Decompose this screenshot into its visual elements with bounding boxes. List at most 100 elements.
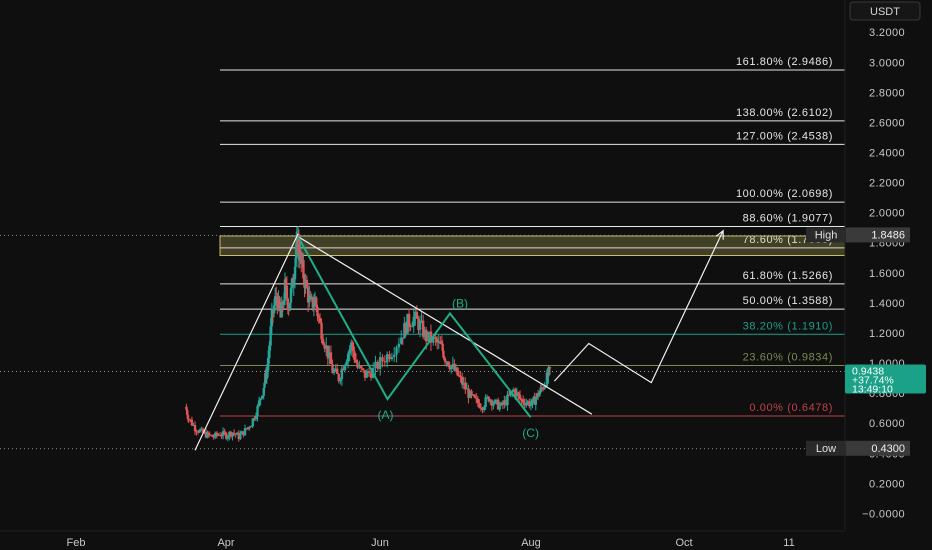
currency-button[interactable]: USDT [849,1,921,21]
candle-body [501,402,505,405]
candle-body [367,371,371,373]
candle-body [518,394,522,400]
price-tick-label: 0.6000 [869,418,905,430]
candle-body [284,279,288,286]
candle-body [400,337,403,344]
candle-body [514,389,517,397]
candle-body [383,361,387,363]
candle-body [193,424,197,432]
candle-body [240,431,244,435]
candle-body [273,296,277,306]
candle-body [356,362,359,368]
candle-body [308,295,311,303]
candle-body [525,403,528,406]
candle-body [512,389,515,392]
candle-body [453,363,456,371]
candle-body [528,401,531,407]
candle-body [292,282,295,287]
time-tick-label: Oct [675,537,692,549]
drawing-lines[interactable] [194,229,724,451]
candle-body [406,313,409,334]
descending-trendline[interactable] [297,236,593,415]
wave-line[interactable] [297,236,532,418]
candle-body [326,345,330,359]
candle-body [462,382,465,385]
candle-body [521,399,525,403]
fib-level-label: 161.80% (2.9486) [736,56,833,68]
high-label-box [806,227,846,243]
high-value: 1.8486 [871,229,905,241]
candle-body [318,317,322,323]
candle-body [388,354,391,360]
candle-body [266,357,270,371]
candle-body [225,433,228,439]
currency-button-frame[interactable] [849,1,921,21]
candle-body [350,342,353,350]
candle-body [204,431,208,438]
candle-body [509,391,512,396]
time-axis[interactable]: Feb Apr Jun Aug Oct 11 [0,530,845,549]
candle-body [378,357,382,369]
candle-body [207,432,211,435]
price-tick-label: 2.4000 [869,147,905,159]
candle-body [404,323,408,334]
candle-body [360,365,363,369]
candle-body [538,392,541,397]
impulse-line[interactable] [194,233,299,451]
candle-body [523,402,526,406]
candle-body [195,431,198,433]
projection-path[interactable] [553,230,724,384]
candle-body [353,351,356,360]
candle-body [545,372,549,387]
candle-body [535,393,539,399]
candle-body [294,257,297,267]
candle-body [265,370,269,380]
candle-body [245,428,248,430]
candle-body [479,407,483,409]
candle-body [343,364,347,371]
high-value-box [846,227,910,243]
candle-body [331,363,334,373]
candle-body [468,391,472,398]
candle-body [374,361,377,368]
candle-body [223,431,226,434]
candle-body [520,399,523,401]
candle-body [185,406,188,410]
wave-label-c: (C) [522,426,539,440]
candle-body [539,387,542,393]
candle-body [328,352,331,359]
candle-body [401,337,405,339]
candle-body [263,382,266,388]
candle-body [209,434,212,436]
candle-body [351,342,355,352]
candle-body [448,365,451,370]
candle-body [342,368,345,371]
candle-body [190,419,194,426]
fib-level-label: 88.60% (1.9077) [743,213,833,225]
candle-body [189,419,192,421]
fib-level-label: 50.00% (1.3588) [743,295,833,307]
candle-body [459,376,462,378]
candle-body [500,402,503,406]
candle-body [443,358,447,362]
candle-body [210,434,214,437]
candle-body [369,372,373,378]
currency-button-label[interactable]: USDT [870,6,900,18]
candle-body [316,306,319,317]
abc-wave[interactable]: (A) (B) (C) [297,236,539,440]
fib-level-label: 127.00% (2.4538) [736,130,833,142]
candle-body [196,431,200,433]
candle-body [470,391,473,395]
candle-body [503,400,506,405]
fibonacci-retracement[interactable]: 161.80% (2.9486) 138.00% (2.6102) 127.00% … [220,56,845,417]
candle-body [254,416,258,420]
wave-label-b: (B) [452,296,468,310]
candle-body [280,302,283,318]
candle-body [278,297,281,310]
time-tick-label: Feb [67,537,86,549]
candle-body [305,279,309,288]
candle-body [427,331,430,342]
candle-body [397,343,401,348]
candle-body [498,405,501,410]
